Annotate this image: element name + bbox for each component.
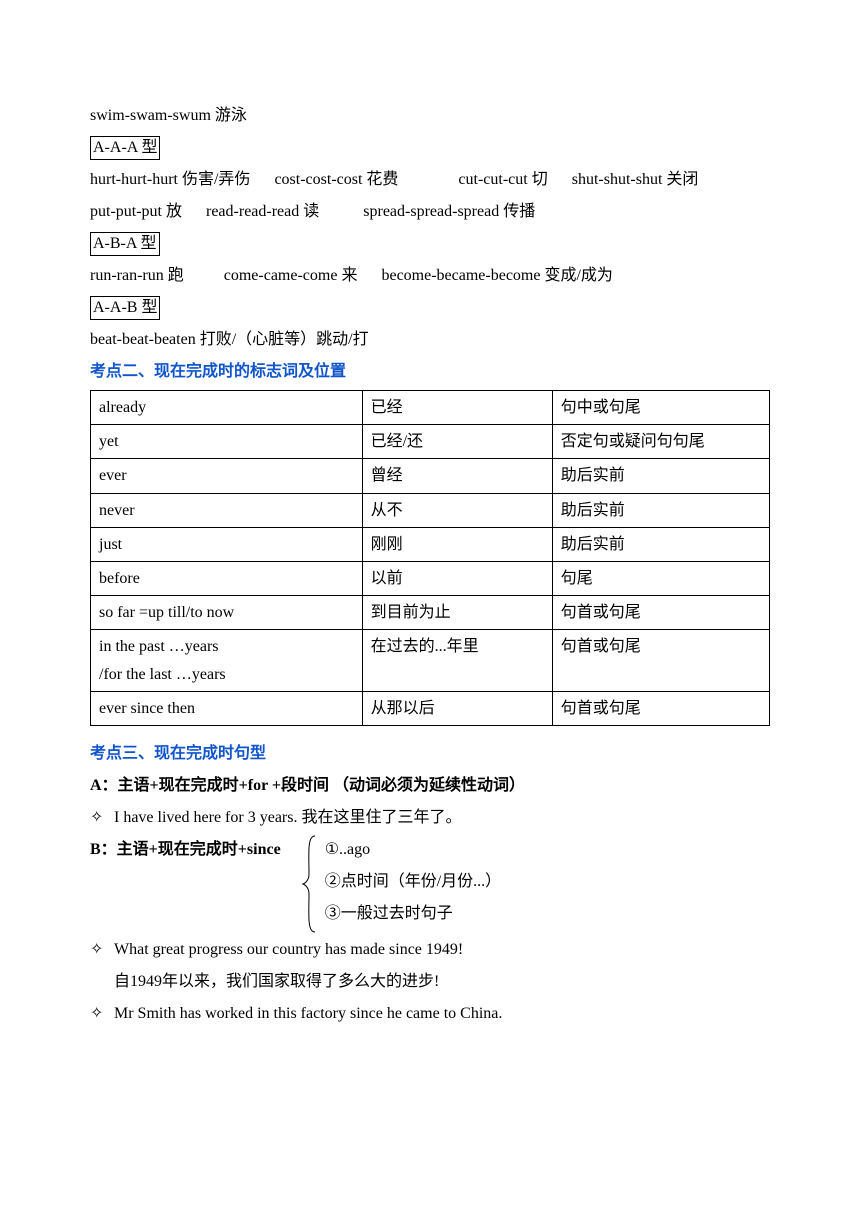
aaa-row-1: hurt-hurt-hurt 伤害/弄伤 cost-cost-cost 花费 c… [90,164,770,196]
brace-item-2: ②点时间（年份/月份...） [325,866,501,898]
diamond-icon: ✧ [90,998,114,1030]
example-b2-text: Mr Smith has worked in this factory sinc… [114,998,502,1030]
heading-2: 考点二、现在完成时的标志词及位置 [90,356,770,388]
table-row: in the past …years/for the last …years在过… [91,630,770,691]
brace-item-1: ①..ago [325,834,501,866]
diamond-icon: ✧ [90,802,114,834]
aaa-spread: spread-spread-spread 传播 [363,203,535,220]
table-cell: already [91,391,363,425]
aba-row-1: run-ran-run 跑 come-came-come 来 become-be… [90,260,770,292]
table-cell: 句首或句尾 [552,630,769,691]
type-aab-box: A-A-B 型 [90,296,160,320]
verb-swim: swim-swam-swum 游泳 [90,100,770,132]
table-cell: so far =up till/to now [91,596,363,630]
table-cell: yet [91,425,363,459]
aaa-row-2: put-put-put 放 read-read-read 读 spread-sp… [90,196,770,228]
brace-item-3: ③一般过去时句子 [325,898,501,930]
table-cell: 曾经 [362,459,552,493]
aaa-cut: cut-cut-cut 切 [458,171,547,188]
pattern-b-row: B：主语+现在完成时+since ①..ago ②点时间（年份/月份...） ③… [90,834,770,934]
example-b1-zh: 自1949年以来，我们国家取得了多么大的进步! [114,966,439,998]
aaa-shut: shut-shut-shut 关闭 [572,171,699,188]
heading-3: 考点三、现在完成时句型 [90,738,770,770]
table-row: just刚刚助后实前 [91,527,770,561]
table-cell: 已经/还 [362,425,552,459]
table-cell: just [91,527,363,561]
table-row: so far =up till/to now到目前为止句首或句尾 [91,596,770,630]
aaa-read: read-read-read 读 [206,203,319,220]
markers-table: already已经句中或句尾yet已经/还否定句或疑问句句尾ever曾经助后实前… [90,390,770,726]
table-cell: 句尾 [552,561,769,595]
pattern-b: B：主语+现在完成时+since [90,834,281,866]
table-row: ever曾经助后实前 [91,459,770,493]
table-cell: 句首或句尾 [552,596,769,630]
type-aaa-box: A-A-A 型 [90,136,160,160]
type-aaa-label: A-A-A 型 [90,132,770,164]
table-cell: 刚刚 [362,527,552,561]
example-b2: ✧ Mr Smith has worked in this factory si… [90,998,770,1030]
aaa-cost: cost-cost-cost 花费 [274,171,398,188]
table-cell: 助后实前 [552,459,769,493]
table-cell: 句中或句尾 [552,391,769,425]
type-aab-label: A-A-B 型 [90,292,770,324]
example-b1-zh-row: 自1949年以来，我们国家取得了多么大的进步! [90,966,770,998]
table-cell: never [91,493,363,527]
table-cell: 否定句或疑问句句尾 [552,425,769,459]
table-cell: in the past …years/for the last …years [91,630,363,691]
table-cell: 已经 [362,391,552,425]
table-row: never从不助后实前 [91,493,770,527]
diamond-icon: ✧ [90,934,114,966]
table-row: before以前句尾 [91,561,770,595]
table-cell: 在过去的...年里 [362,630,552,691]
table-cell: 句首或句尾 [552,691,769,725]
example-a-text: I have lived here for 3 years. 我在这里住了三年了… [114,802,461,834]
aaa-put: put-put-put 放 [90,203,182,220]
table-cell: 到目前为止 [362,596,552,630]
example-b1-en: What great progress our country has made… [114,934,463,966]
aba-come: come-came-come 来 [224,267,358,284]
table-cell: 助后实前 [552,493,769,527]
left-brace-icon [301,834,319,934]
table-row: already已经句中或句尾 [91,391,770,425]
example-b1: ✧ What great progress our country has ma… [90,934,770,966]
aab-row-1: beat-beat-beaten 打败/（心脏等）跳动/打 [90,324,770,356]
table-cell: 助后实前 [552,527,769,561]
pattern-a: A：主语+现在完成时+for +段时间 （动词必须为延续性动词） [90,770,770,802]
table-cell: ever since then [91,691,363,725]
table-row: yet已经/还否定句或疑问句句尾 [91,425,770,459]
table-cell: ever [91,459,363,493]
type-aba-box: A-B-A 型 [90,232,160,256]
aba-become: become-became-become 变成/成为 [381,267,612,284]
table-cell: 从不 [362,493,552,527]
brace-group: ①..ago ②点时间（年份/月份...） ③一般过去时句子 [301,834,501,934]
brace-items: ①..ago ②点时间（年份/月份...） ③一般过去时句子 [325,834,501,930]
indent-spacer [90,966,114,998]
table-cell: before [91,561,363,595]
aba-run: run-ran-run 跑 [90,267,184,284]
type-aba-label: A-B-A 型 [90,228,770,260]
example-a: ✧ I have lived here for 3 years. 我在这里住了三… [90,802,770,834]
table-cell: 从那以后 [362,691,552,725]
table-cell: 以前 [362,561,552,595]
aaa-hurt: hurt-hurt-hurt 伤害/弄伤 [90,171,250,188]
table-row: ever since then从那以后句首或句尾 [91,691,770,725]
